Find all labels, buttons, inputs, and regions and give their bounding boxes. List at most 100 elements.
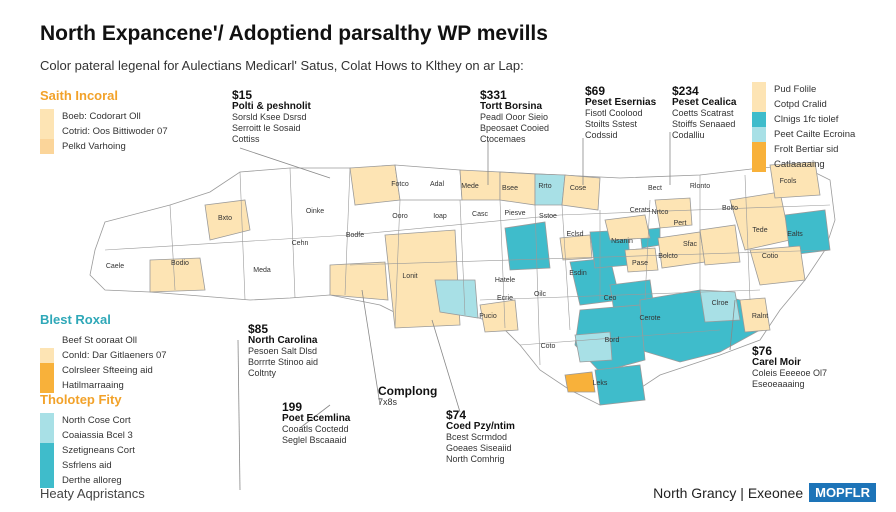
county-label: Bodfe	[346, 232, 364, 239]
map-callout: $15 Polti & peshnolit Sorsld Ksee Dsrsd Ser…	[232, 89, 311, 145]
callout-line: Sorsld Ksee Dsrsd	[232, 112, 307, 122]
map-callout: $331 Tortt Borsina Peadl Ooor Sieio Bpeosae…	[480, 88, 550, 145]
legend-row: Coaiassia Bcel 3	[40, 428, 135, 443]
legend-text: Ssfrlens aid	[62, 460, 112, 471]
county-label: Hatele	[495, 277, 515, 284]
county-label: Leks	[593, 380, 608, 387]
county-label: Bolto	[722, 205, 738, 212]
county-shape	[559, 234, 593, 261]
callout-leader	[237, 339, 241, 491]
legend-row: Cotrid: Oos Bittiwoder 07	[40, 124, 168, 139]
county-label: Ooro	[392, 213, 408, 220]
callout-leader	[361, 289, 381, 406]
county-label: Casc	[472, 211, 488, 218]
county-shape	[594, 364, 646, 406]
callout-value: $76	[752, 344, 773, 358]
map-callout: $76 Carel Moir Coleis Eeeeoe Ol7 Eseoeaaain…	[752, 344, 827, 390]
callout-leader	[431, 319, 461, 413]
legend-text: Cotrid: Oos Bittiwoder 07	[62, 126, 168, 137]
county-label: Bord	[605, 337, 620, 344]
county-label: Cerats	[630, 207, 651, 214]
county-label: Ceo	[604, 295, 617, 302]
legend-heading: Tholotep Fity	[40, 392, 122, 407]
county-label: Cehn	[292, 240, 309, 247]
legend-block: Tholotep Fity North Cose Cort Coaiassia Bc…	[40, 392, 135, 488]
county-border	[644, 199, 651, 301]
county-label: Sfac	[683, 241, 698, 248]
legend-text: North Cose Cort	[62, 415, 131, 426]
map-callout: $74 Coed Pzy/ntim Bcest Scrmdod Goeaes Sise…	[446, 408, 515, 465]
county-border	[104, 234, 351, 251]
county-shape	[204, 199, 251, 241]
county-border	[479, 289, 761, 301]
county-shape	[564, 371, 596, 393]
county-label: Rlonto	[690, 183, 710, 190]
callout-value: $74	[446, 408, 467, 422]
county-border	[559, 204, 831, 216]
county-label: Ecrie	[497, 295, 513, 302]
county-shape	[739, 297, 771, 333]
callout-line: Codssid	[585, 130, 618, 140]
callout-line: Cooatls Coctedd	[282, 424, 349, 434]
callout-line: Peadl Ooor Sieio	[480, 112, 549, 122]
county-shape	[504, 221, 551, 271]
legend-row: Szetigneans Cort	[40, 443, 135, 458]
legend-block: Pud Folile Cotpd Cralid Clnigs 1fc tiolef P…	[752, 82, 855, 172]
callout-line: Stoiffs Senaaed	[672, 119, 736, 129]
legend-swatch	[752, 82, 766, 97]
county-label: Cose	[570, 185, 586, 192]
legend-text: Pelkd Varhoing	[62, 141, 126, 152]
callout-title: Tortt Borsina	[480, 101, 543, 112]
callout-line: Coltnty	[248, 368, 277, 378]
county-shape	[479, 299, 519, 333]
callout-title: Poet Ecemlina	[282, 413, 351, 424]
county-label: Cotio	[762, 253, 778, 260]
county-border	[534, 204, 541, 366]
legend-row: Clnigs 1fc tiolef	[752, 112, 855, 127]
county-label: Fotco	[391, 181, 409, 188]
county-label: Piesve	[504, 210, 525, 217]
callout-line: Bcest Scrmdod	[446, 432, 508, 442]
county-label: Bsee	[502, 185, 518, 192]
callout-title: Peset Cealica	[672, 97, 737, 108]
county-shape	[699, 224, 741, 266]
footer-brand: North Grancy | Exeonee MOPFLR	[653, 483, 876, 502]
legend-heading: Blest Roxal	[40, 312, 111, 327]
county-label: Rrto	[538, 183, 551, 190]
legend-row: Cotpd Cralid	[752, 97, 855, 112]
legend-row: North Cose Cort	[40, 413, 135, 428]
legend-swatch	[40, 473, 54, 488]
legend-row: Peet Cailte Ecroina	[752, 127, 855, 142]
callout-line: Borrrte Stinoo aid	[248, 357, 319, 367]
county-label: Esdin	[569, 270, 587, 277]
callout-title: Carel Moir	[752, 357, 801, 368]
callout-line: Coetts Scatrast	[672, 108, 734, 118]
county-border	[349, 214, 561, 236]
legend-row: Ssfrlens aid	[40, 458, 135, 473]
county-label: Sstoe	[539, 213, 557, 220]
county-border	[459, 199, 466, 316]
county-border	[349, 249, 831, 266]
legend-row: Boeb: Codorart Oll	[40, 109, 168, 124]
legend-swatch	[40, 139, 54, 154]
footer-badge: MOPFLR	[809, 483, 876, 502]
county-border	[169, 204, 176, 291]
county-shape	[329, 261, 389, 301]
county-border	[499, 199, 506, 329]
legend-row: Beef St ooraat Oll	[40, 333, 167, 348]
callout-value: $85	[248, 322, 269, 336]
footer-source: Heaty Aqpristancs	[40, 486, 145, 501]
county-label: Oilc	[534, 291, 547, 298]
map-callout: Complong 7x8s	[378, 385, 437, 408]
callout-leader	[729, 299, 736, 351]
callout-value: $331	[480, 88, 507, 102]
county-label: Bect	[648, 185, 662, 192]
callout-line: Bpeosaet Cooied	[480, 123, 550, 133]
county-label: Clroe	[712, 300, 729, 307]
footer-brand-text: North Grancy | Exeonee	[653, 484, 804, 501]
map-title: North Expancene'/ Adoptiend parsalthy WP…	[40, 22, 548, 45]
county-label: Coto	[541, 343, 556, 350]
callout-title: Coed Pzy/ntim	[446, 421, 515, 432]
callout-line: Stoilts Sstest	[585, 119, 638, 129]
county-shape	[149, 257, 206, 293]
